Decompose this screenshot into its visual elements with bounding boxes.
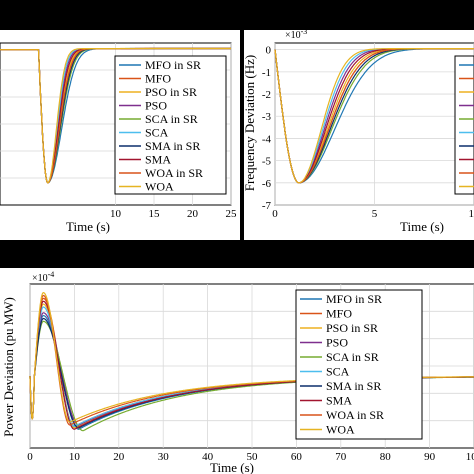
x-tick-labels-bottom: 0 10 20 30 40 50 60 70 80 90 100 bbox=[27, 451, 474, 463]
x-tick-label: 70 bbox=[335, 451, 347, 463]
x-tick-label: 80 bbox=[380, 451, 392, 463]
legend-entry-label: SMA bbox=[145, 153, 171, 167]
legend-entry-label: MFO in SR bbox=[326, 292, 382, 306]
series-lines-top-left bbox=[0, 47, 231, 184]
gridlines-top-right bbox=[274, 43, 474, 206]
x-tick-label: 5 bbox=[372, 208, 378, 220]
y-axis-label-top-right: Frequency Deviation (Hz) bbox=[242, 55, 257, 191]
x-axis-label-bottom: Time (s) bbox=[210, 460, 254, 474]
tick-labels-top-right: 0 5 10 0 -1 -2 -3 -4 -5 -6 -7 bbox=[262, 45, 474, 220]
x-tick-label: 10 bbox=[469, 208, 474, 220]
y-tick-label: -6 bbox=[262, 178, 272, 190]
legend-entry-label: PSO in SR bbox=[145, 85, 197, 99]
legend-entry-label: MFO in SR bbox=[145, 58, 201, 72]
legend-entry-label: SMA in SR bbox=[326, 379, 381, 393]
x-axis-label-top-right: Time (s) bbox=[400, 219, 444, 234]
legend-entry-label: SMA bbox=[326, 394, 352, 408]
y-tick-label: -7 bbox=[262, 200, 272, 212]
legend-entry-label: WOA in SR bbox=[145, 166, 203, 180]
x-tick-label: 90 bbox=[424, 451, 436, 463]
x-tick-label: 40 bbox=[202, 451, 214, 463]
legend-entry-label: SCA in SR bbox=[326, 350, 379, 364]
legend-entry-label: SCA bbox=[326, 365, 350, 379]
legend-entry-label: MFO bbox=[145, 72, 171, 86]
legend-entry-label: SMA in SR bbox=[145, 139, 200, 153]
x-tick-label: 0 bbox=[27, 451, 33, 463]
series-lines-top-right bbox=[274, 48, 474, 184]
y-tick-label: -1 bbox=[262, 67, 271, 79]
x-tick-label: 20 bbox=[187, 208, 199, 220]
x-tick-label: 50 bbox=[247, 451, 259, 463]
x-tick-label: 100 bbox=[466, 451, 474, 463]
legend-entry-label: PSO bbox=[326, 336, 348, 350]
exponent-label-top-right: ×10-3 bbox=[285, 27, 307, 41]
x-tick-label: 10 bbox=[110, 208, 122, 220]
exponent-label-bottom: ×10-4 bbox=[32, 270, 54, 284]
panel-top-right: 0 5 10 0 -1 -2 -3 -4 -5 -6 -7 ×10-3 Frequency Devi… bbox=[242, 27, 474, 240]
y-tick-label: -5 bbox=[262, 156, 272, 168]
x-tick-labels-top-left: 10 15 20 25 bbox=[110, 208, 237, 220]
y-tick-label: -3 bbox=[262, 111, 272, 123]
series-line-woa bbox=[274, 48, 474, 184]
legend-entry-label: WOA in SR bbox=[326, 408, 384, 422]
legend-entry-label: SCA bbox=[145, 126, 169, 140]
x-tick-label: 60 bbox=[291, 451, 303, 463]
legend-top-right bbox=[454, 55, 474, 195]
y-tick-label: -4 bbox=[262, 133, 272, 145]
x-tick-label: 30 bbox=[158, 451, 170, 463]
legend-entry-label: WOA bbox=[145, 180, 174, 194]
x-tick-label: 25 bbox=[226, 208, 238, 220]
x-tick-label: 15 bbox=[149, 208, 161, 220]
legend-box-bottom bbox=[295, 289, 423, 440]
y-tick-label: 0 bbox=[266, 45, 272, 57]
x-tick-label: 0 bbox=[272, 208, 278, 220]
y-axis-label-bottom: Power Deviation (pu MW) bbox=[1, 297, 16, 437]
legend-entry-label: SCA in SR bbox=[145, 112, 198, 126]
series-line-woa bbox=[0, 47, 231, 184]
legend-entry-label: PSO in SR bbox=[326, 321, 378, 335]
y-tick-label: -2 bbox=[262, 89, 271, 101]
x-tick-label: 10 bbox=[69, 451, 81, 463]
legend-entry-label: MFO bbox=[326, 307, 352, 321]
panel-bottom: 0 10 20 30 40 50 60 70 80 90 100 ×10-4 Power Devia… bbox=[0, 268, 474, 474]
legend-entry-label: WOA bbox=[326, 423, 355, 437]
x-axis-label-top-left: Time (s) bbox=[66, 219, 110, 234]
x-tick-label: 20 bbox=[113, 451, 125, 463]
legend-entry-label: PSO bbox=[145, 99, 167, 113]
